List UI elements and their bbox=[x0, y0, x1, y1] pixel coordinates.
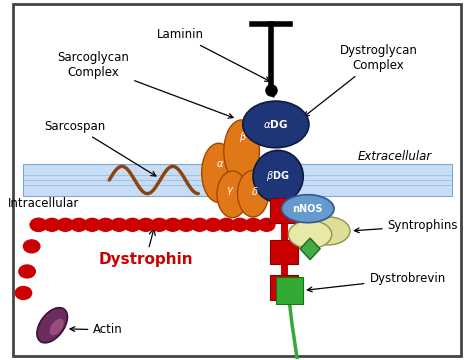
Text: $\beta$DG: $\beta$DG bbox=[266, 170, 290, 183]
Text: $\alpha$DG: $\alpha$DG bbox=[263, 118, 289, 130]
FancyBboxPatch shape bbox=[270, 239, 298, 264]
Text: Extracellular: Extracellular bbox=[357, 150, 432, 163]
FancyBboxPatch shape bbox=[13, 4, 461, 356]
FancyBboxPatch shape bbox=[270, 275, 298, 300]
Ellipse shape bbox=[50, 319, 64, 336]
Text: $\beta$: $\beta$ bbox=[239, 130, 247, 144]
Text: $\gamma$: $\gamma$ bbox=[226, 185, 234, 198]
Circle shape bbox=[191, 219, 208, 231]
Circle shape bbox=[151, 219, 167, 231]
Circle shape bbox=[164, 219, 181, 231]
Circle shape bbox=[23, 240, 40, 253]
Ellipse shape bbox=[288, 221, 332, 248]
Circle shape bbox=[178, 219, 194, 231]
Circle shape bbox=[97, 219, 114, 231]
Circle shape bbox=[15, 287, 32, 300]
Text: nNOS: nNOS bbox=[292, 204, 323, 214]
Circle shape bbox=[84, 219, 100, 231]
Circle shape bbox=[71, 219, 87, 231]
Text: Intracellular: Intracellular bbox=[8, 197, 79, 210]
Circle shape bbox=[137, 219, 154, 231]
Text: Actin: Actin bbox=[70, 324, 123, 337]
Ellipse shape bbox=[243, 101, 309, 148]
Ellipse shape bbox=[307, 217, 350, 245]
Circle shape bbox=[218, 219, 235, 231]
Ellipse shape bbox=[253, 150, 303, 202]
Ellipse shape bbox=[282, 195, 334, 223]
FancyBboxPatch shape bbox=[270, 198, 298, 223]
Circle shape bbox=[30, 219, 47, 231]
Polygon shape bbox=[300, 238, 320, 260]
Ellipse shape bbox=[237, 170, 269, 217]
Circle shape bbox=[111, 219, 127, 231]
Text: Dystrophin: Dystrophin bbox=[99, 229, 193, 267]
Circle shape bbox=[245, 219, 262, 231]
Text: Dystrobrevin: Dystrobrevin bbox=[307, 272, 446, 292]
Circle shape bbox=[124, 219, 141, 231]
Circle shape bbox=[30, 219, 47, 231]
Text: $\delta$: $\delta$ bbox=[251, 185, 259, 197]
Ellipse shape bbox=[37, 308, 67, 343]
Circle shape bbox=[44, 219, 60, 231]
Ellipse shape bbox=[217, 171, 248, 218]
Circle shape bbox=[57, 219, 73, 231]
Circle shape bbox=[19, 265, 35, 278]
Text: Laminin: Laminin bbox=[156, 28, 270, 81]
Ellipse shape bbox=[224, 120, 259, 183]
Circle shape bbox=[258, 219, 275, 231]
Text: Sarcospan: Sarcospan bbox=[45, 120, 156, 176]
Text: $\alpha$: $\alpha$ bbox=[216, 159, 224, 169]
Text: Syntrophins: Syntrophins bbox=[355, 220, 458, 233]
FancyBboxPatch shape bbox=[23, 164, 452, 196]
Circle shape bbox=[205, 219, 221, 231]
Ellipse shape bbox=[201, 143, 236, 202]
FancyBboxPatch shape bbox=[276, 277, 303, 304]
Text: Dystroglycan
Complex: Dystroglycan Complex bbox=[304, 44, 418, 116]
Circle shape bbox=[232, 219, 248, 231]
Text: Sarcoglycan
Complex: Sarcoglycan Complex bbox=[57, 51, 233, 118]
